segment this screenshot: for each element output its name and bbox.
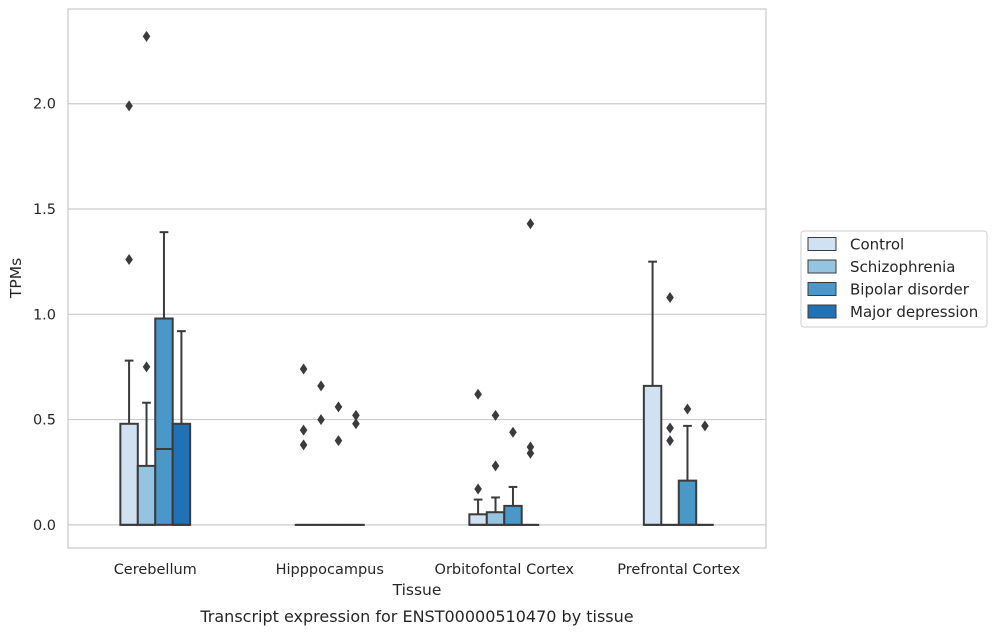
legend-label: Major depression bbox=[850, 303, 978, 321]
y-axis-ticks: 0.0 0.5 1.0 1.5 2.0 bbox=[33, 97, 56, 534]
legend: Control Schizophrenia Bipolar disorder Majo… bbox=[800, 230, 988, 328]
box-body bbox=[171, 422, 192, 526]
box-body bbox=[468, 513, 488, 526]
box-control bbox=[294, 363, 313, 526]
legend-swatch bbox=[807, 237, 837, 251]
outlier-point bbox=[317, 414, 325, 426]
box-body bbox=[485, 511, 506, 526]
box-body bbox=[136, 464, 157, 526]
legend-label: Control bbox=[850, 236, 904, 254]
box-bipolar-disorder bbox=[329, 401, 348, 526]
x-tick-label: Hipppocampus bbox=[276, 562, 384, 578]
outlier-point bbox=[317, 380, 325, 392]
outlier-point bbox=[299, 363, 308, 375]
y-tick-label: 2.0 bbox=[33, 97, 56, 113]
box-control bbox=[642, 260, 663, 526]
chart-caption: Transcript expression for ENST0000051047… bbox=[199, 607, 633, 626]
outlier-point bbox=[666, 435, 674, 447]
box-control bbox=[119, 100, 139, 526]
box-plot-marks bbox=[119, 30, 714, 526]
legend-label: Schizophrenia bbox=[850, 258, 955, 276]
y-tick-label: 1.0 bbox=[33, 307, 56, 323]
legend-frame bbox=[800, 230, 988, 328]
x-tick-label: Orbitofontal Cortex bbox=[435, 562, 575, 578]
y-axis-label: TPMs bbox=[7, 258, 25, 299]
box-schizophrenia bbox=[312, 380, 330, 526]
box-schizophrenia bbox=[661, 291, 679, 526]
legend-swatch bbox=[807, 282, 837, 296]
box-major-depression bbox=[521, 218, 540, 526]
box-major-depression bbox=[171, 330, 192, 526]
outlier-point bbox=[142, 30, 151, 42]
box-bipolar-disorder bbox=[154, 231, 174, 526]
x-tick-label: Prefrontal Cortex bbox=[617, 562, 740, 578]
y-tick-label: 0.0 bbox=[33, 518, 56, 534]
outlier-point bbox=[352, 418, 360, 430]
box-schizophrenia bbox=[485, 409, 506, 526]
box-body bbox=[642, 384, 663, 526]
legend-swatch bbox=[807, 304, 837, 319]
plot-frame bbox=[67, 8, 767, 549]
outlier-point bbox=[491, 409, 500, 421]
box-major-depression bbox=[347, 409, 365, 526]
outlier-point bbox=[474, 483, 482, 495]
box-bipolar-disorder bbox=[677, 403, 698, 526]
outlier-point bbox=[526, 218, 535, 230]
box-major-depression bbox=[696, 420, 714, 526]
outlier-point bbox=[666, 422, 674, 434]
outlier-point bbox=[491, 460, 500, 472]
box-schizophrenia bbox=[136, 30, 157, 526]
box-control bbox=[468, 388, 488, 526]
outlier-point bbox=[142, 361, 151, 373]
box-body bbox=[119, 422, 139, 526]
legend-swatch bbox=[807, 259, 837, 274]
outlier-point bbox=[299, 439, 308, 451]
outlier-point bbox=[334, 401, 343, 413]
outlier-point bbox=[701, 420, 709, 432]
box-body bbox=[154, 317, 174, 526]
outlier-point bbox=[526, 447, 535, 459]
outlier-point bbox=[526, 441, 535, 453]
outlier-point bbox=[683, 403, 692, 415]
x-tick-label: Cerebellum bbox=[114, 562, 197, 578]
outlier-point bbox=[474, 388, 482, 400]
box-body bbox=[503, 504, 523, 526]
legend-label: Bipolar disorder bbox=[850, 281, 970, 299]
outlier-point bbox=[509, 426, 517, 438]
x-axis-label: Tissue bbox=[392, 581, 442, 599]
outlier-point bbox=[125, 100, 133, 112]
box-body bbox=[677, 479, 698, 526]
outlier-point bbox=[666, 291, 674, 303]
y-tick-label: 1.5 bbox=[33, 202, 56, 218]
outlier-point bbox=[125, 254, 133, 266]
outlier-point bbox=[299, 424, 308, 436]
x-axis-ticks: Cerebellum Hipppocampus Orbitofontal Corte… bbox=[114, 562, 741, 578]
y-tick-label: 0.5 bbox=[33, 413, 56, 429]
outlier-point bbox=[334, 435, 343, 447]
box-bipolar-disorder bbox=[503, 426, 523, 526]
outlier-point bbox=[352, 409, 360, 421]
